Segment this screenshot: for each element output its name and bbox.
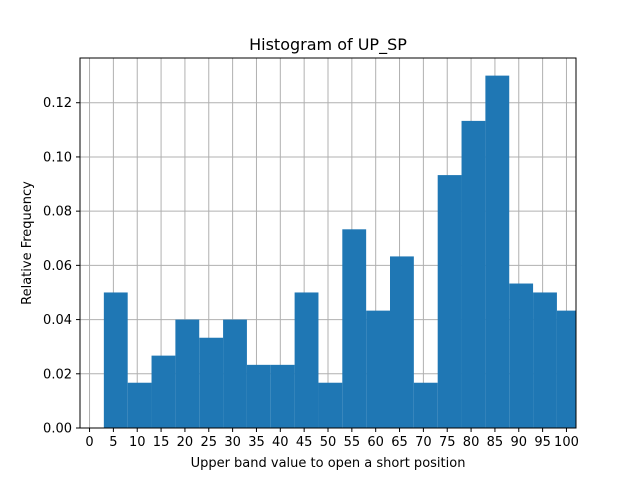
x-tick-label: 40 bbox=[272, 435, 289, 450]
histogram-bar bbox=[103, 292, 128, 428]
x-tick-label: 15 bbox=[153, 435, 170, 450]
histogram-bar bbox=[461, 120, 486, 428]
y-tick-label: 0.10 bbox=[43, 150, 72, 165]
x-tick-label: 20 bbox=[177, 435, 194, 450]
x-tick-label: 25 bbox=[200, 435, 217, 450]
x-tick-label: 10 bbox=[129, 435, 146, 450]
histogram-bar bbox=[485, 75, 510, 428]
chart-title: Histogram of UP_SP bbox=[249, 35, 407, 55]
x-tick-label: 95 bbox=[534, 435, 551, 450]
x-axis: 0 5 10 15 20 25 30 35 40 45 50 55 60 65 70 75 80 85 90 95 10… bbox=[85, 428, 579, 450]
histogram-bar bbox=[342, 229, 367, 428]
x-tick-label: 85 bbox=[487, 435, 504, 450]
x-tick-label: 5 bbox=[109, 435, 117, 450]
x-tick-label: 80 bbox=[463, 435, 480, 450]
histogram-bar bbox=[270, 364, 295, 428]
x-axis-label: Upper band value to open a short positio… bbox=[191, 456, 466, 471]
histogram-bar bbox=[366, 310, 390, 428]
x-tick-label: 60 bbox=[367, 435, 384, 450]
histogram-bar bbox=[246, 364, 271, 428]
x-tick-label: 50 bbox=[320, 435, 337, 450]
histogram-bar bbox=[318, 382, 343, 428]
x-tick-label: 0 bbox=[85, 435, 93, 450]
histogram-bar bbox=[175, 319, 200, 428]
histogram-bar bbox=[223, 319, 247, 428]
x-tick-label: 90 bbox=[510, 435, 527, 450]
histogram-bar bbox=[294, 292, 319, 428]
histogram-bar bbox=[533, 292, 557, 428]
histogram-bar bbox=[199, 337, 224, 428]
y-axis-label: Relative Frequency bbox=[20, 181, 35, 305]
histogram-bar bbox=[127, 382, 152, 428]
x-tick-label: 45 bbox=[296, 435, 313, 450]
y-tick-label: 0.06 bbox=[43, 259, 72, 274]
histogram-bar bbox=[509, 283, 534, 428]
x-tick-label: 75 bbox=[439, 435, 456, 450]
y-axis: 0.00 0.02 0.04 0.06 0.08 0.10 0.12 bbox=[43, 96, 80, 437]
x-tick-label: 55 bbox=[344, 435, 361, 450]
y-tick-label: 0.12 bbox=[43, 96, 72, 111]
x-tick-label: 65 bbox=[391, 435, 408, 450]
histogram-bar bbox=[437, 175, 462, 428]
x-tick-label: 30 bbox=[224, 435, 241, 450]
histogram-bar bbox=[390, 256, 414, 428]
histogram-bar bbox=[556, 310, 576, 428]
histogram-bar bbox=[151, 355, 176, 428]
x-tick-label: 35 bbox=[248, 435, 265, 450]
x-tick-label: 70 bbox=[415, 435, 432, 450]
y-tick-label: 0.08 bbox=[43, 205, 72, 220]
y-tick-label: 0.04 bbox=[43, 313, 72, 328]
x-tick-label: 100 bbox=[554, 435, 579, 450]
bars-layer bbox=[103, 75, 576, 428]
y-tick-label: 0.00 bbox=[43, 422, 72, 437]
histogram-bar bbox=[413, 382, 438, 428]
y-tick-label: 0.02 bbox=[43, 367, 72, 382]
